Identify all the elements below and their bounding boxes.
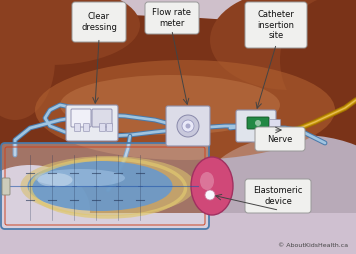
FancyBboxPatch shape (2, 178, 10, 195)
Circle shape (177, 115, 199, 137)
FancyBboxPatch shape (99, 123, 105, 132)
Ellipse shape (191, 157, 233, 215)
Ellipse shape (37, 173, 73, 187)
Ellipse shape (0, 165, 90, 254)
FancyBboxPatch shape (247, 117, 269, 129)
Ellipse shape (35, 169, 125, 187)
Text: © AboutKidsHealth.ca: © AboutKidsHealth.ca (278, 243, 348, 248)
FancyBboxPatch shape (255, 127, 305, 151)
Ellipse shape (21, 156, 195, 216)
FancyBboxPatch shape (92, 109, 112, 127)
Ellipse shape (0, 0, 140, 65)
FancyBboxPatch shape (245, 179, 311, 213)
FancyBboxPatch shape (245, 2, 307, 48)
Text: Catheter
insertion
site: Catheter insertion site (257, 10, 294, 40)
FancyBboxPatch shape (236, 110, 276, 142)
Ellipse shape (210, 0, 356, 90)
Circle shape (205, 190, 215, 200)
FancyBboxPatch shape (1, 143, 209, 229)
FancyBboxPatch shape (145, 2, 199, 34)
FancyBboxPatch shape (106, 123, 112, 132)
FancyBboxPatch shape (84, 123, 89, 132)
FancyBboxPatch shape (0, 213, 356, 254)
FancyBboxPatch shape (71, 109, 91, 127)
FancyBboxPatch shape (269, 119, 281, 126)
Circle shape (255, 120, 261, 126)
Circle shape (182, 120, 194, 132)
Text: Nerve: Nerve (267, 135, 293, 144)
Ellipse shape (27, 161, 173, 211)
FancyBboxPatch shape (166, 106, 210, 146)
Ellipse shape (60, 75, 280, 135)
Ellipse shape (35, 60, 335, 160)
Text: Flow rate
meter: Flow rate meter (152, 8, 192, 28)
Text: Elastomeric
device: Elastomeric device (253, 186, 303, 206)
Circle shape (185, 123, 190, 129)
Ellipse shape (200, 172, 214, 190)
FancyBboxPatch shape (66, 105, 118, 141)
Text: Clear
dressing: Clear dressing (81, 12, 117, 32)
Ellipse shape (200, 135, 356, 254)
FancyBboxPatch shape (74, 123, 80, 132)
Ellipse shape (0, 0, 55, 120)
Polygon shape (0, 15, 356, 245)
FancyBboxPatch shape (72, 2, 126, 42)
Ellipse shape (280, 0, 356, 125)
